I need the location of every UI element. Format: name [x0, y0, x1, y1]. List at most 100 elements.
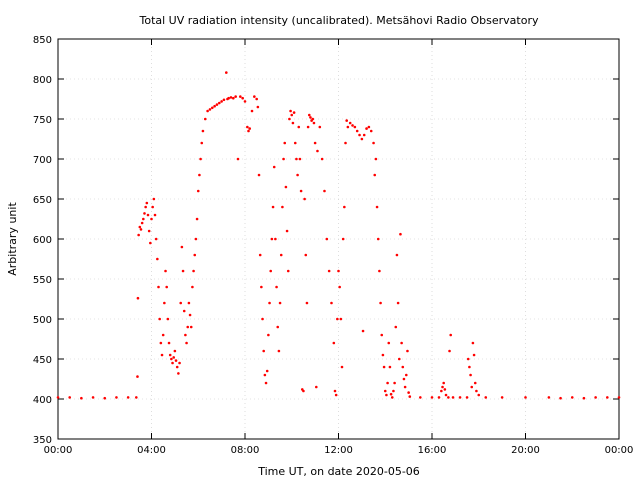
data-point	[163, 301, 166, 305]
data-point	[430, 396, 434, 399]
data-point	[339, 317, 343, 321]
data-point	[318, 125, 322, 129]
data-point	[188, 313, 192, 317]
data-point	[181, 269, 185, 273]
data-point	[475, 389, 478, 393]
y-tick-label: 500	[33, 315, 52, 326]
data-point	[320, 157, 324, 161]
data-point	[394, 325, 398, 329]
data-point	[215, 103, 219, 106]
data-point	[465, 396, 469, 399]
data-point	[330, 301, 333, 305]
data-point	[323, 189, 326, 193]
data-point	[355, 129, 359, 133]
data-point	[500, 396, 504, 399]
data-point	[408, 395, 412, 398]
data-point	[306, 125, 310, 129]
data-point	[442, 381, 445, 385]
data-point	[217, 101, 221, 105]
data-point	[126, 396, 130, 399]
data-point	[151, 205, 154, 209]
data-point	[201, 129, 205, 133]
x-tick-label: 08:00	[231, 445, 260, 456]
data-point	[210, 106, 214, 110]
data-point	[80, 396, 83, 400]
data-point	[582, 396, 586, 400]
data-point	[400, 341, 403, 345]
data-point	[419, 396, 422, 399]
data-point	[283, 141, 287, 145]
data-point	[174, 359, 178, 362]
data-point	[281, 205, 284, 209]
data-point	[389, 392, 393, 396]
data-point	[606, 396, 609, 399]
data-point	[167, 341, 171, 345]
data-point	[312, 121, 316, 125]
data-point	[303, 197, 306, 201]
data-point	[375, 205, 379, 209]
data-point	[305, 301, 309, 305]
data-point	[195, 217, 199, 221]
data-point	[316, 149, 319, 153]
data-point	[222, 98, 226, 102]
data-point	[258, 253, 262, 257]
data-point	[617, 396, 621, 399]
data-point	[255, 97, 258, 101]
data-point	[383, 389, 387, 393]
data-point	[333, 389, 337, 393]
data-point	[449, 333, 453, 337]
data-point	[161, 333, 165, 337]
data-point	[327, 269, 331, 273]
x-axis: 00:00 04:00 08:00 12:00 16:00 20:00 00:00	[44, 39, 633, 456]
data-point	[336, 317, 339, 321]
data-point	[338, 285, 341, 289]
y-tick-label: 750	[33, 115, 52, 126]
data-point	[200, 141, 204, 145]
y-tick-label: 650	[33, 195, 52, 206]
data-point	[156, 257, 159, 261]
data-point	[164, 269, 167, 273]
data-point	[264, 381, 268, 385]
data-point	[385, 393, 388, 397]
data-point	[152, 197, 156, 201]
data-point	[193, 253, 197, 257]
data-point	[332, 341, 336, 345]
data-point	[147, 229, 151, 233]
y-tick-label: 800	[33, 75, 52, 86]
data-point	[263, 373, 267, 377]
data-point	[182, 309, 186, 313]
data-point	[570, 396, 574, 399]
data-point	[351, 124, 354, 127]
data-point	[150, 217, 153, 221]
data-point	[362, 133, 366, 137]
data-point	[307, 113, 311, 117]
data-point	[299, 189, 303, 193]
data-point	[191, 285, 194, 289]
data-point	[404, 373, 408, 377]
data-point	[484, 396, 488, 399]
data-point	[265, 369, 269, 373]
data-point	[170, 357, 173, 361]
data-point	[232, 96, 235, 100]
x-tick-label: 12:00	[324, 445, 353, 456]
data-point	[103, 396, 107, 400]
data-point	[297, 125, 301, 129]
data-point	[194, 237, 198, 241]
y-tick-label: 600	[33, 235, 52, 246]
data-point	[196, 189, 200, 193]
data-point	[198, 173, 201, 177]
y-tick-label: 550	[33, 275, 52, 286]
data-point	[399, 232, 402, 236]
y-tick-label: 350	[33, 435, 52, 446]
data-point	[376, 237, 380, 241]
data-point	[241, 96, 244, 100]
data-point	[397, 357, 401, 361]
data-point	[199, 157, 202, 161]
data-point	[466, 357, 470, 361]
data-point	[441, 385, 444, 389]
data-point	[471, 341, 475, 345]
data-point	[177, 372, 180, 375]
data-point	[271, 205, 275, 209]
data-point	[547, 396, 551, 399]
data-point	[144, 205, 147, 209]
